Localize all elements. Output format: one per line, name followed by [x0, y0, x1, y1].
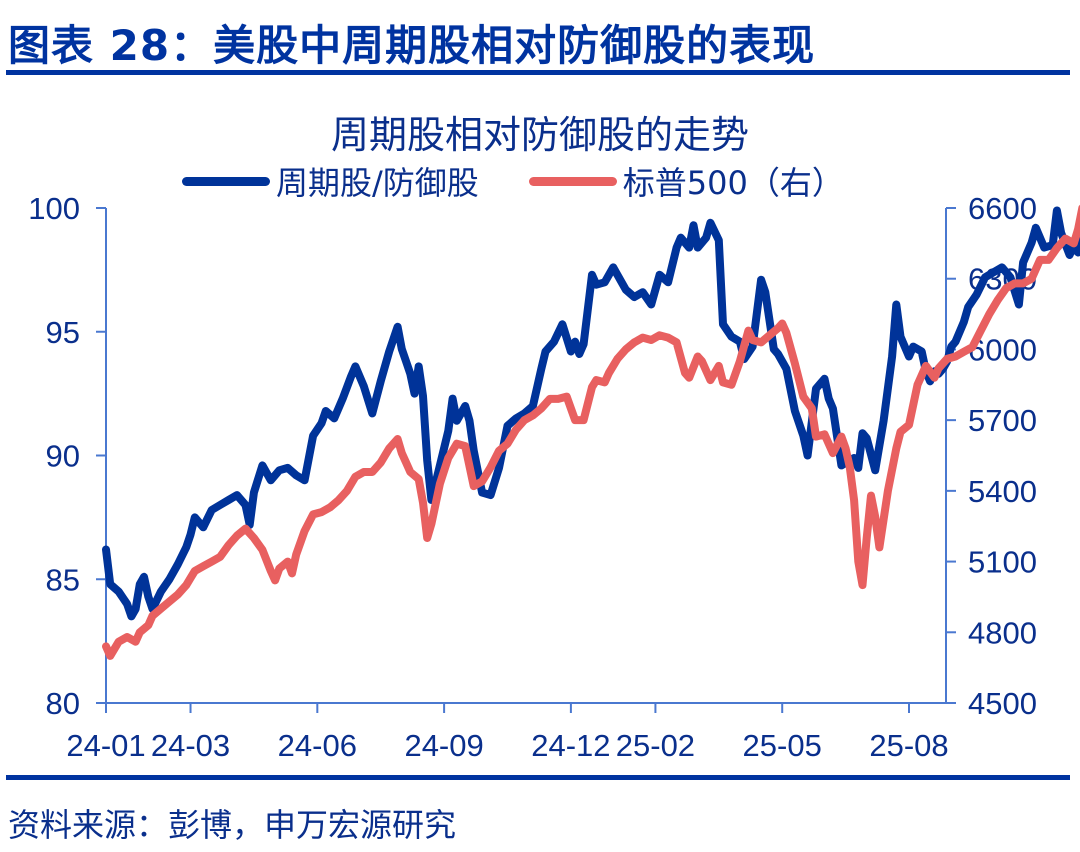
legend-item-cyclical-defensive: 周期股/防御股 — [182, 158, 479, 204]
x-tick-label: 24-03 — [151, 728, 230, 763]
source-note: 资料来源：彭博，申万宏源研究 — [8, 806, 457, 844]
legend-swatch-blue — [182, 176, 270, 186]
x-tick-label: 25-02 — [616, 728, 695, 763]
x-tick-label: 24-01 — [66, 728, 145, 763]
x-tick-label: 24-12 — [531, 728, 610, 763]
cyclical-defensive-line — [102, 206, 1080, 621]
chart-legend: 周期股/防御股 标普500（右） — [182, 158, 894, 204]
x-tick-label: 25-05 — [743, 728, 822, 763]
legend-swatch-red — [528, 176, 617, 186]
right-tick-label: 4800 — [968, 615, 1037, 650]
legend-label: 周期股/防御股 — [276, 164, 479, 202]
legend-label: 标普500（右） — [622, 164, 844, 202]
footer-divider — [6, 775, 1070, 780]
left-tick-label: 90 — [46, 439, 80, 474]
title-divider — [6, 70, 1070, 75]
right-tick-label: 4500 — [968, 686, 1037, 721]
figure-title: 图表 28：美股中周期股相对防御股的表现 — [8, 21, 816, 70]
right-tick-label: 5700 — [968, 403, 1037, 438]
left-tick-label: 95 — [46, 315, 80, 350]
x-tick-label: 24-09 — [404, 728, 483, 763]
right-tick-label: 6600 — [968, 191, 1037, 226]
x-tick-label: 24-06 — [278, 728, 357, 763]
x-tick-label: 25-08 — [869, 728, 948, 763]
left-tick-label: 80 — [46, 686, 80, 721]
legend-item-sp500: 标普500（右） — [528, 158, 844, 204]
right-tick-label: 5400 — [968, 474, 1037, 509]
left-tick-label: 100 — [28, 191, 80, 226]
chart-axes: 8085909510045004800510054005700600063006… — [28, 191, 1037, 763]
sp500-line — [102, 204, 1080, 660]
chart-title: 周期股相对防御股的走势 — [330, 113, 749, 157]
chart-series — [102, 204, 1080, 660]
left-tick-label: 85 — [46, 562, 80, 597]
right-tick-label: 5100 — [968, 545, 1037, 580]
